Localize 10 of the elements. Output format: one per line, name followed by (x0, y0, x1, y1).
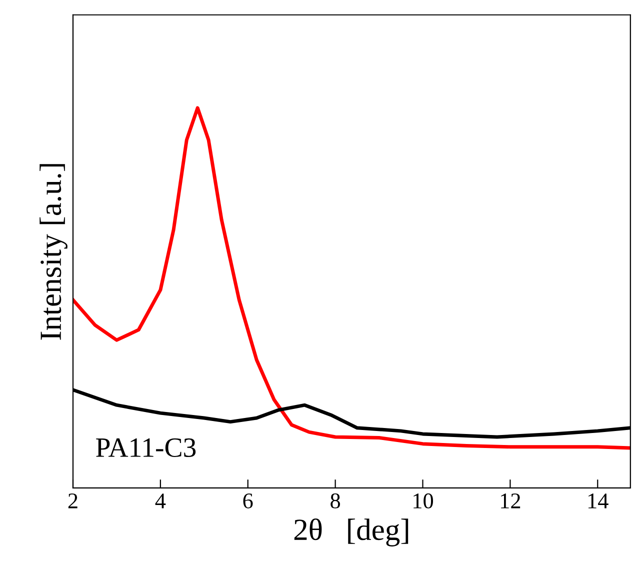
x-tick-label: 6 (243, 493, 253, 508)
y-axis-title: Intensity [a.u.] (40, 164, 68, 340)
x-tick-label: 2 (68, 493, 78, 508)
x-tick-label: 10 (414, 493, 434, 508)
x-tick-label: 14 (588, 494, 608, 508)
x-tick-label: 8 (330, 493, 340, 508)
x-tick-label: 4 (155, 494, 166, 508)
x-axis-title: 2θ [deg] (294, 518, 408, 546)
series-label: PA11-C3 (96, 438, 196, 458)
x-tick-label: 12 (501, 493, 520, 508)
